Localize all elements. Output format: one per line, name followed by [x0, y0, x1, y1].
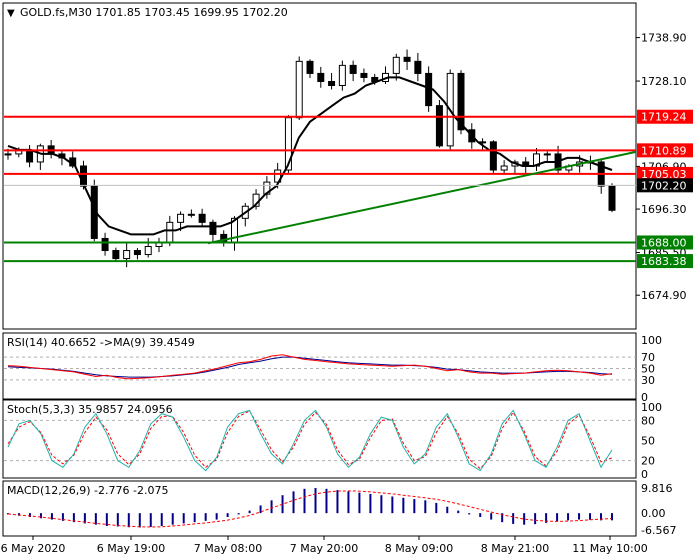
candle-body [435, 105, 443, 147]
level-label: 1710.89 [641, 144, 687, 157]
rsi-tick-label: 100 [641, 334, 662, 347]
moving-average-line [7, 76, 613, 236]
candle-body [608, 185, 616, 211]
stoch-header: Stoch(5,3,3) 35.9857 24.0956 [7, 403, 173, 416]
x-tick-label: 8 May 09:00 [385, 542, 453, 555]
main-header: GOLD.fs,M30 1701.85 1703.45 1699.95 1702… [20, 6, 288, 19]
x-tick-label: 11 May 10:00 [572, 542, 647, 555]
rsi-tick-label: 50 [641, 363, 655, 376]
candle-body [133, 250, 141, 256]
current-price-tag [637, 178, 693, 193]
stoch-tick-label: 50 [641, 435, 655, 448]
rsi-header: RSI(14) 40.6652 ->MA(9) 39.4549 [7, 336, 195, 349]
macd-panel-frame [2, 480, 637, 537]
x-tick-label: 8 May 21:00 [481, 542, 549, 555]
candle-body [295, 60, 303, 119]
macd-tick-label: 9.816 [641, 482, 673, 495]
x-tick-label: 6 May 2020 [1, 542, 66, 555]
stoch-tick-label: 20 [641, 455, 655, 468]
stoch-d-line [7, 410, 613, 470]
candle-body [349, 64, 357, 74]
level-tag [637, 166, 693, 181]
level-tag [637, 143, 693, 158]
x-tick-label: 6 May 19:00 [97, 542, 165, 555]
candle-body [209, 221, 217, 235]
candle-body [457, 72, 465, 131]
level-label: 1688.00 [641, 236, 687, 249]
candle-body [392, 56, 400, 74]
y-tick-label: 1728.10 [641, 75, 687, 88]
candle-body [177, 213, 185, 223]
candle-body [144, 246, 152, 256]
candle-body [338, 64, 346, 86]
candle-body [317, 72, 325, 82]
candle-body [500, 165, 508, 171]
macd-tick-label: -6.567 [641, 524, 676, 537]
main-panel-frame [2, 2, 637, 330]
candle-body [489, 141, 497, 171]
macd-indicator: 9.816 0.00 -6.567 [7, 482, 676, 537]
x-tick-label: 7 May 20:00 [290, 542, 358, 555]
candle-body [101, 237, 109, 252]
level-tag [637, 235, 693, 250]
macd-tick-label: 0.00 [641, 507, 666, 520]
candle-body [306, 60, 314, 74]
y-tick-label: 1738.90 [641, 32, 687, 45]
macd-signal-line [7, 490, 613, 528]
candle-body [328, 80, 336, 86]
stoch-tick-label: 80 [641, 414, 655, 427]
candle-body [112, 250, 120, 260]
x-tick-label: 7 May 08:00 [194, 542, 262, 555]
candle-body [543, 153, 551, 156]
candle-body [360, 72, 368, 78]
level-tag [637, 109, 693, 124]
x-axis: 6 May 2020 6 May 19:00 7 May 08:00 7 May 20… [1, 536, 648, 555]
candle-body [187, 213, 195, 216]
stoch-tick-label: 100 [641, 401, 662, 414]
stoch-k-line [7, 409, 613, 472]
rsi-panel-frame [2, 332, 637, 400]
macd-header: MACD(12,26,9) -2.776 -2.075 [7, 484, 168, 497]
y-tick-label: 1674.90 [641, 289, 687, 302]
y-tick-label: 1696.30 [641, 203, 687, 216]
stoch-tick-label: 0 [641, 468, 648, 481]
candle-body [26, 149, 34, 163]
rsi-tick-label: 30 [641, 374, 655, 387]
candle-body [414, 60, 422, 74]
chart-collapse-icon[interactable]: ▼ [7, 8, 15, 19]
candle-body [403, 56, 411, 62]
trendline [207, 150, 637, 245]
level-label: 1719.24 [641, 111, 687, 124]
level-label: 1705.03 [641, 168, 687, 181]
rsi-line [7, 354, 613, 380]
rsi-tick-label: 70 [641, 351, 655, 364]
current-price-label: 1702.20 [641, 179, 687, 192]
candle-body [198, 213, 206, 223]
level-tag [637, 254, 693, 269]
candle-body [166, 221, 174, 243]
main-chart: 1738.901728.101706.901696.301685.501674.… [4, 32, 693, 302]
candle-body [4, 153, 12, 156]
level-label: 1683.38 [641, 255, 687, 268]
rsi-tick-label: 0 [641, 391, 648, 404]
candle-body [123, 250, 131, 260]
